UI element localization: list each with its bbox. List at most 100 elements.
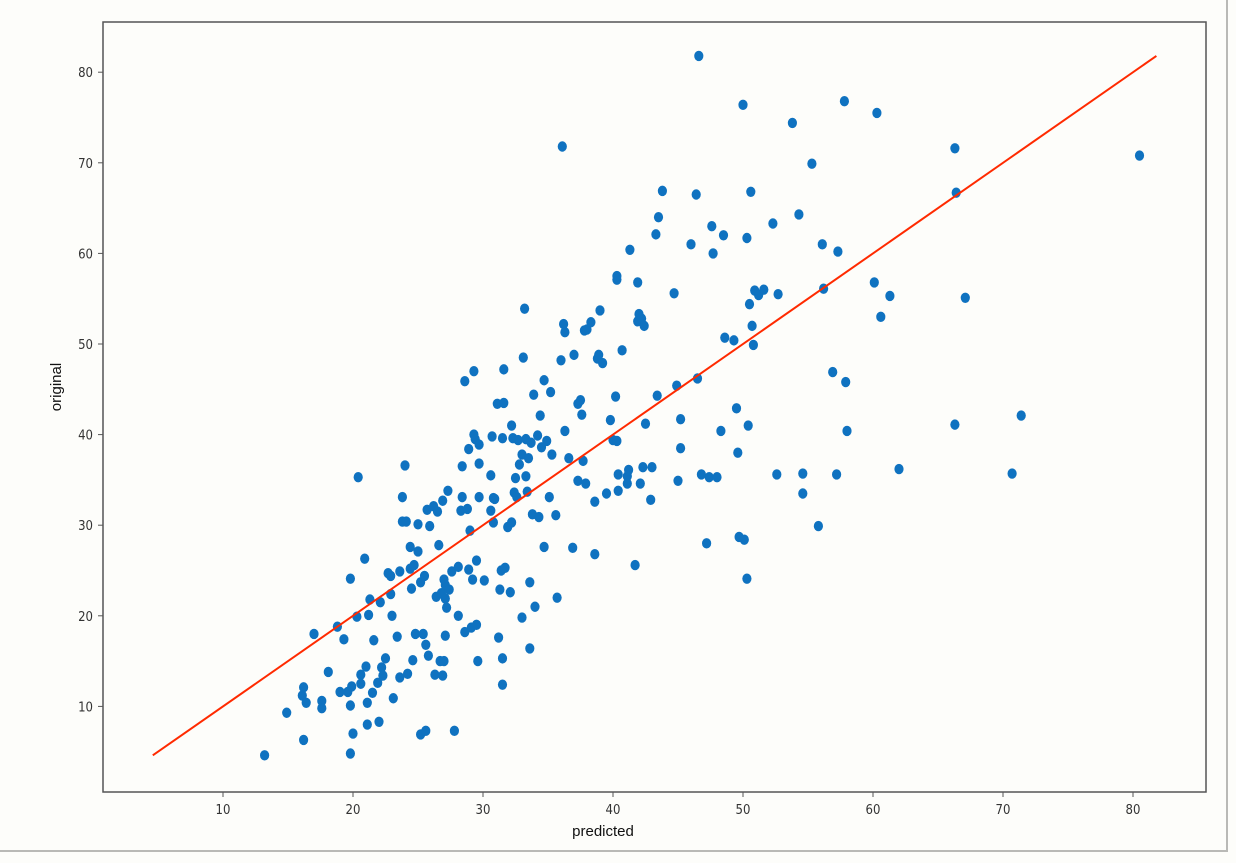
data-point (348, 728, 358, 739)
data-point (640, 418, 651, 429)
data-point (653, 211, 664, 223)
data-point (598, 357, 608, 369)
data-point (568, 542, 578, 554)
data-point (471, 555, 482, 566)
x-tick-label: 20 (346, 803, 361, 818)
data-point (716, 425, 726, 437)
data-point (395, 566, 405, 577)
data-point (839, 95, 850, 107)
x-tick-label: 30 (476, 803, 491, 818)
data-point (469, 365, 479, 377)
data-point (647, 462, 657, 473)
data-point (301, 697, 311, 708)
data-point (406, 583, 417, 594)
data-point (742, 232, 752, 244)
data-point (514, 459, 525, 470)
data-point (317, 703, 327, 714)
data-point (440, 593, 450, 604)
data-point (1134, 150, 1145, 161)
data-point (457, 491, 467, 503)
data-point (438, 670, 448, 681)
y-axis-ticks: 10 20 30 40 50 60 70 80 (78, 66, 103, 715)
data-point (347, 681, 357, 692)
data-point (691, 189, 701, 200)
data-point (534, 511, 544, 523)
data-points (260, 50, 1145, 761)
data-point (581, 478, 591, 489)
data-point (449, 725, 459, 737)
data-point (841, 376, 851, 388)
data-point (369, 635, 379, 646)
data-point (392, 631, 402, 642)
data-point (410, 628, 420, 640)
data-point (367, 687, 378, 699)
data-point (768, 218, 778, 229)
data-point (546, 386, 556, 398)
data-point (743, 420, 753, 431)
data-point (798, 488, 808, 499)
data-point (707, 221, 717, 232)
data-point (260, 750, 270, 761)
data-point (696, 469, 707, 480)
x-tick-label: 60 (866, 803, 881, 818)
data-point (530, 601, 540, 612)
data-point (479, 575, 489, 586)
data-point (462, 503, 472, 515)
data-point (556, 355, 566, 366)
y-tick-label: 70 (78, 157, 93, 172)
data-point (444, 584, 454, 595)
data-point (638, 462, 648, 473)
data-point (345, 748, 355, 759)
data-point (605, 414, 616, 426)
data-point (535, 410, 545, 421)
data-point (443, 485, 453, 496)
data-point (577, 409, 587, 420)
data-point (951, 187, 961, 198)
data-point (794, 209, 804, 220)
data-point (630, 559, 640, 571)
data-point (499, 397, 509, 409)
data-point (474, 439, 484, 450)
data-point (676, 442, 686, 454)
data-point (356, 669, 366, 680)
data-point (552, 592, 562, 603)
data-point (364, 609, 374, 621)
x-tick-label: 50 (736, 803, 751, 818)
data-point (464, 443, 474, 455)
data-point (421, 639, 431, 650)
x-tick-label: 80 (1126, 803, 1141, 818)
data-point (464, 564, 474, 575)
data-point (559, 318, 569, 330)
y-tick-label: 60 (78, 247, 93, 262)
data-point (590, 548, 600, 560)
data-point (513, 434, 523, 446)
data-point (613, 485, 623, 496)
data-point (525, 643, 535, 654)
data-point (551, 510, 561, 521)
data-point (564, 452, 574, 464)
data-point (744, 298, 755, 310)
data-point (817, 239, 827, 250)
data-point (813, 520, 824, 532)
data-point (421, 725, 431, 737)
data-point (409, 559, 419, 571)
data-point (712, 471, 722, 483)
data-point (468, 574, 478, 585)
data-point (360, 553, 370, 564)
data-point (507, 517, 517, 528)
data-point (345, 573, 355, 584)
data-point (523, 452, 534, 464)
data-point (517, 612, 527, 623)
x-tick-label: 40 (606, 803, 621, 818)
fit-line (152, 55, 1157, 757)
data-point (362, 697, 372, 708)
data-point (544, 491, 554, 503)
data-point (613, 469, 623, 480)
data-point (413, 519, 423, 530)
y-tick-label: 20 (78, 610, 93, 625)
data-point (356, 678, 366, 689)
data-point (651, 229, 661, 240)
data-point (317, 695, 327, 707)
data-point (611, 391, 621, 402)
